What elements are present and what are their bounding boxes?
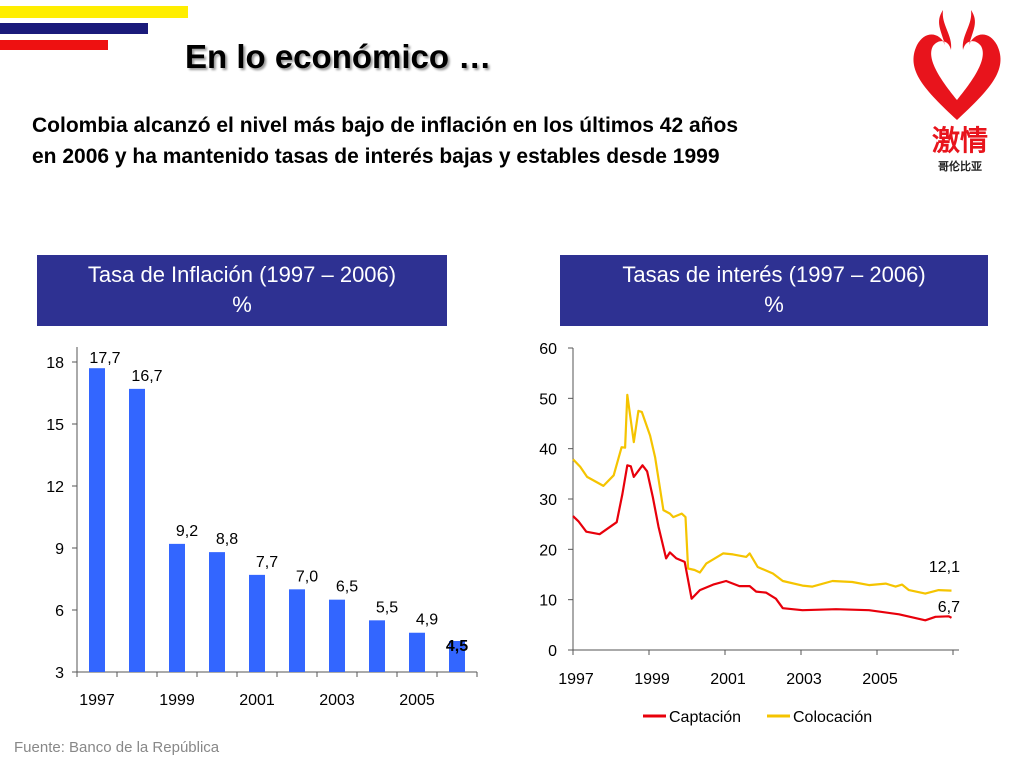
x-tick-label: 2001 <box>710 671 746 688</box>
data-label: 16,7 <box>131 368 162 385</box>
data-label: 4,5 <box>446 638 468 655</box>
x-tick-label: 2005 <box>399 692 435 709</box>
bar-2000 <box>209 552 225 672</box>
x-tick-label: 2003 <box>786 671 822 688</box>
data-label: 17,7 <box>89 350 120 367</box>
end-label: 12,1 <box>929 559 960 576</box>
header-stripe-navy <box>0 23 148 34</box>
interest-chart-title-box: Tasas de interés (1997 – 2006) % <box>560 255 988 326</box>
logo-text: 激情 <box>932 125 988 156</box>
inflation-chart-title: Tasa de Inflación (1997 – 2006) <box>87 262 397 287</box>
source-footer: Fuente: Banco de la República <box>14 739 220 756</box>
bar-2003 <box>329 599 345 672</box>
bar-2005 <box>409 632 425 672</box>
bar-1998 <box>129 388 145 672</box>
y-tick-label: 6 <box>55 603 64 620</box>
y-tick-label: 15 <box>46 417 64 434</box>
inflation-chart-unit: % <box>232 292 252 317</box>
data-label: 9,2 <box>176 523 198 540</box>
y-tick-label: 10 <box>539 593 557 610</box>
y-tick-label: 40 <box>539 442 557 459</box>
bar-2002 <box>289 589 305 672</box>
bar-2004 <box>369 620 385 672</box>
logo-subtext: 哥伦比亚 <box>938 159 982 173</box>
slide-subtitle: Colombia alcanzó el nivel más bajo de in… <box>32 110 912 172</box>
interest-chart-title: Tasas de interés (1997 – 2006) <box>622 262 926 287</box>
inflation-chart-title-box: Tasa de Inflación (1997 – 2006) % <box>37 255 447 326</box>
x-tick-label: 1999 <box>634 671 670 688</box>
x-tick-label: 1997 <box>558 671 594 688</box>
y-tick-label: 12 <box>46 479 64 496</box>
y-tick-label: 30 <box>539 492 557 509</box>
y-tick-label: 3 <box>55 665 64 682</box>
data-label: 7,0 <box>296 568 318 585</box>
y-tick-label: 18 <box>46 355 64 372</box>
y-tick-label: 60 <box>539 341 557 358</box>
logo: 激情 哥伦比亚 <box>913 10 1001 173</box>
x-tick-label: 1999 <box>159 692 195 709</box>
x-tick-label: 2003 <box>319 692 355 709</box>
data-label: 5,5 <box>376 599 398 616</box>
bar-2001 <box>249 574 265 672</box>
x-tick-label: 2005 <box>862 671 898 688</box>
legend-label-captacion: Captación <box>669 709 741 726</box>
header-stripe-yellow <box>0 6 188 18</box>
y-tick-label: 0 <box>548 643 557 660</box>
series-line-colocacion <box>572 393 952 595</box>
subtitle-line-2: en 2006 y ha mantenido tasas de interés … <box>32 145 720 168</box>
data-label: 7,7 <box>256 554 278 571</box>
slide-title: En lo económico … <box>185 38 492 75</box>
x-tick-label: 2001 <box>239 692 275 709</box>
data-label: 6,5 <box>336 579 358 596</box>
bar-1997 <box>89 368 105 672</box>
bar-2006 <box>449 641 465 672</box>
header-stripe-red <box>0 40 108 50</box>
data-label: 8,8 <box>216 531 238 548</box>
end-label: 6,7 <box>938 599 960 616</box>
heart-flame-icon <box>913 10 1001 120</box>
bar-1999 <box>169 543 185 672</box>
y-tick-label: 50 <box>539 391 557 408</box>
interest-chart-unit: % <box>764 292 784 317</box>
y-tick-label: 20 <box>539 542 557 559</box>
legend-label-colocacion: Colocación <box>793 709 872 726</box>
subtitle-line-1: Colombia alcanzó el nivel más bajo de in… <box>32 114 739 137</box>
y-tick-label: 9 <box>55 541 64 558</box>
data-label: 4,9 <box>416 612 438 629</box>
x-tick-label: 1997 <box>79 692 115 709</box>
series-line-captacion <box>572 464 953 622</box>
